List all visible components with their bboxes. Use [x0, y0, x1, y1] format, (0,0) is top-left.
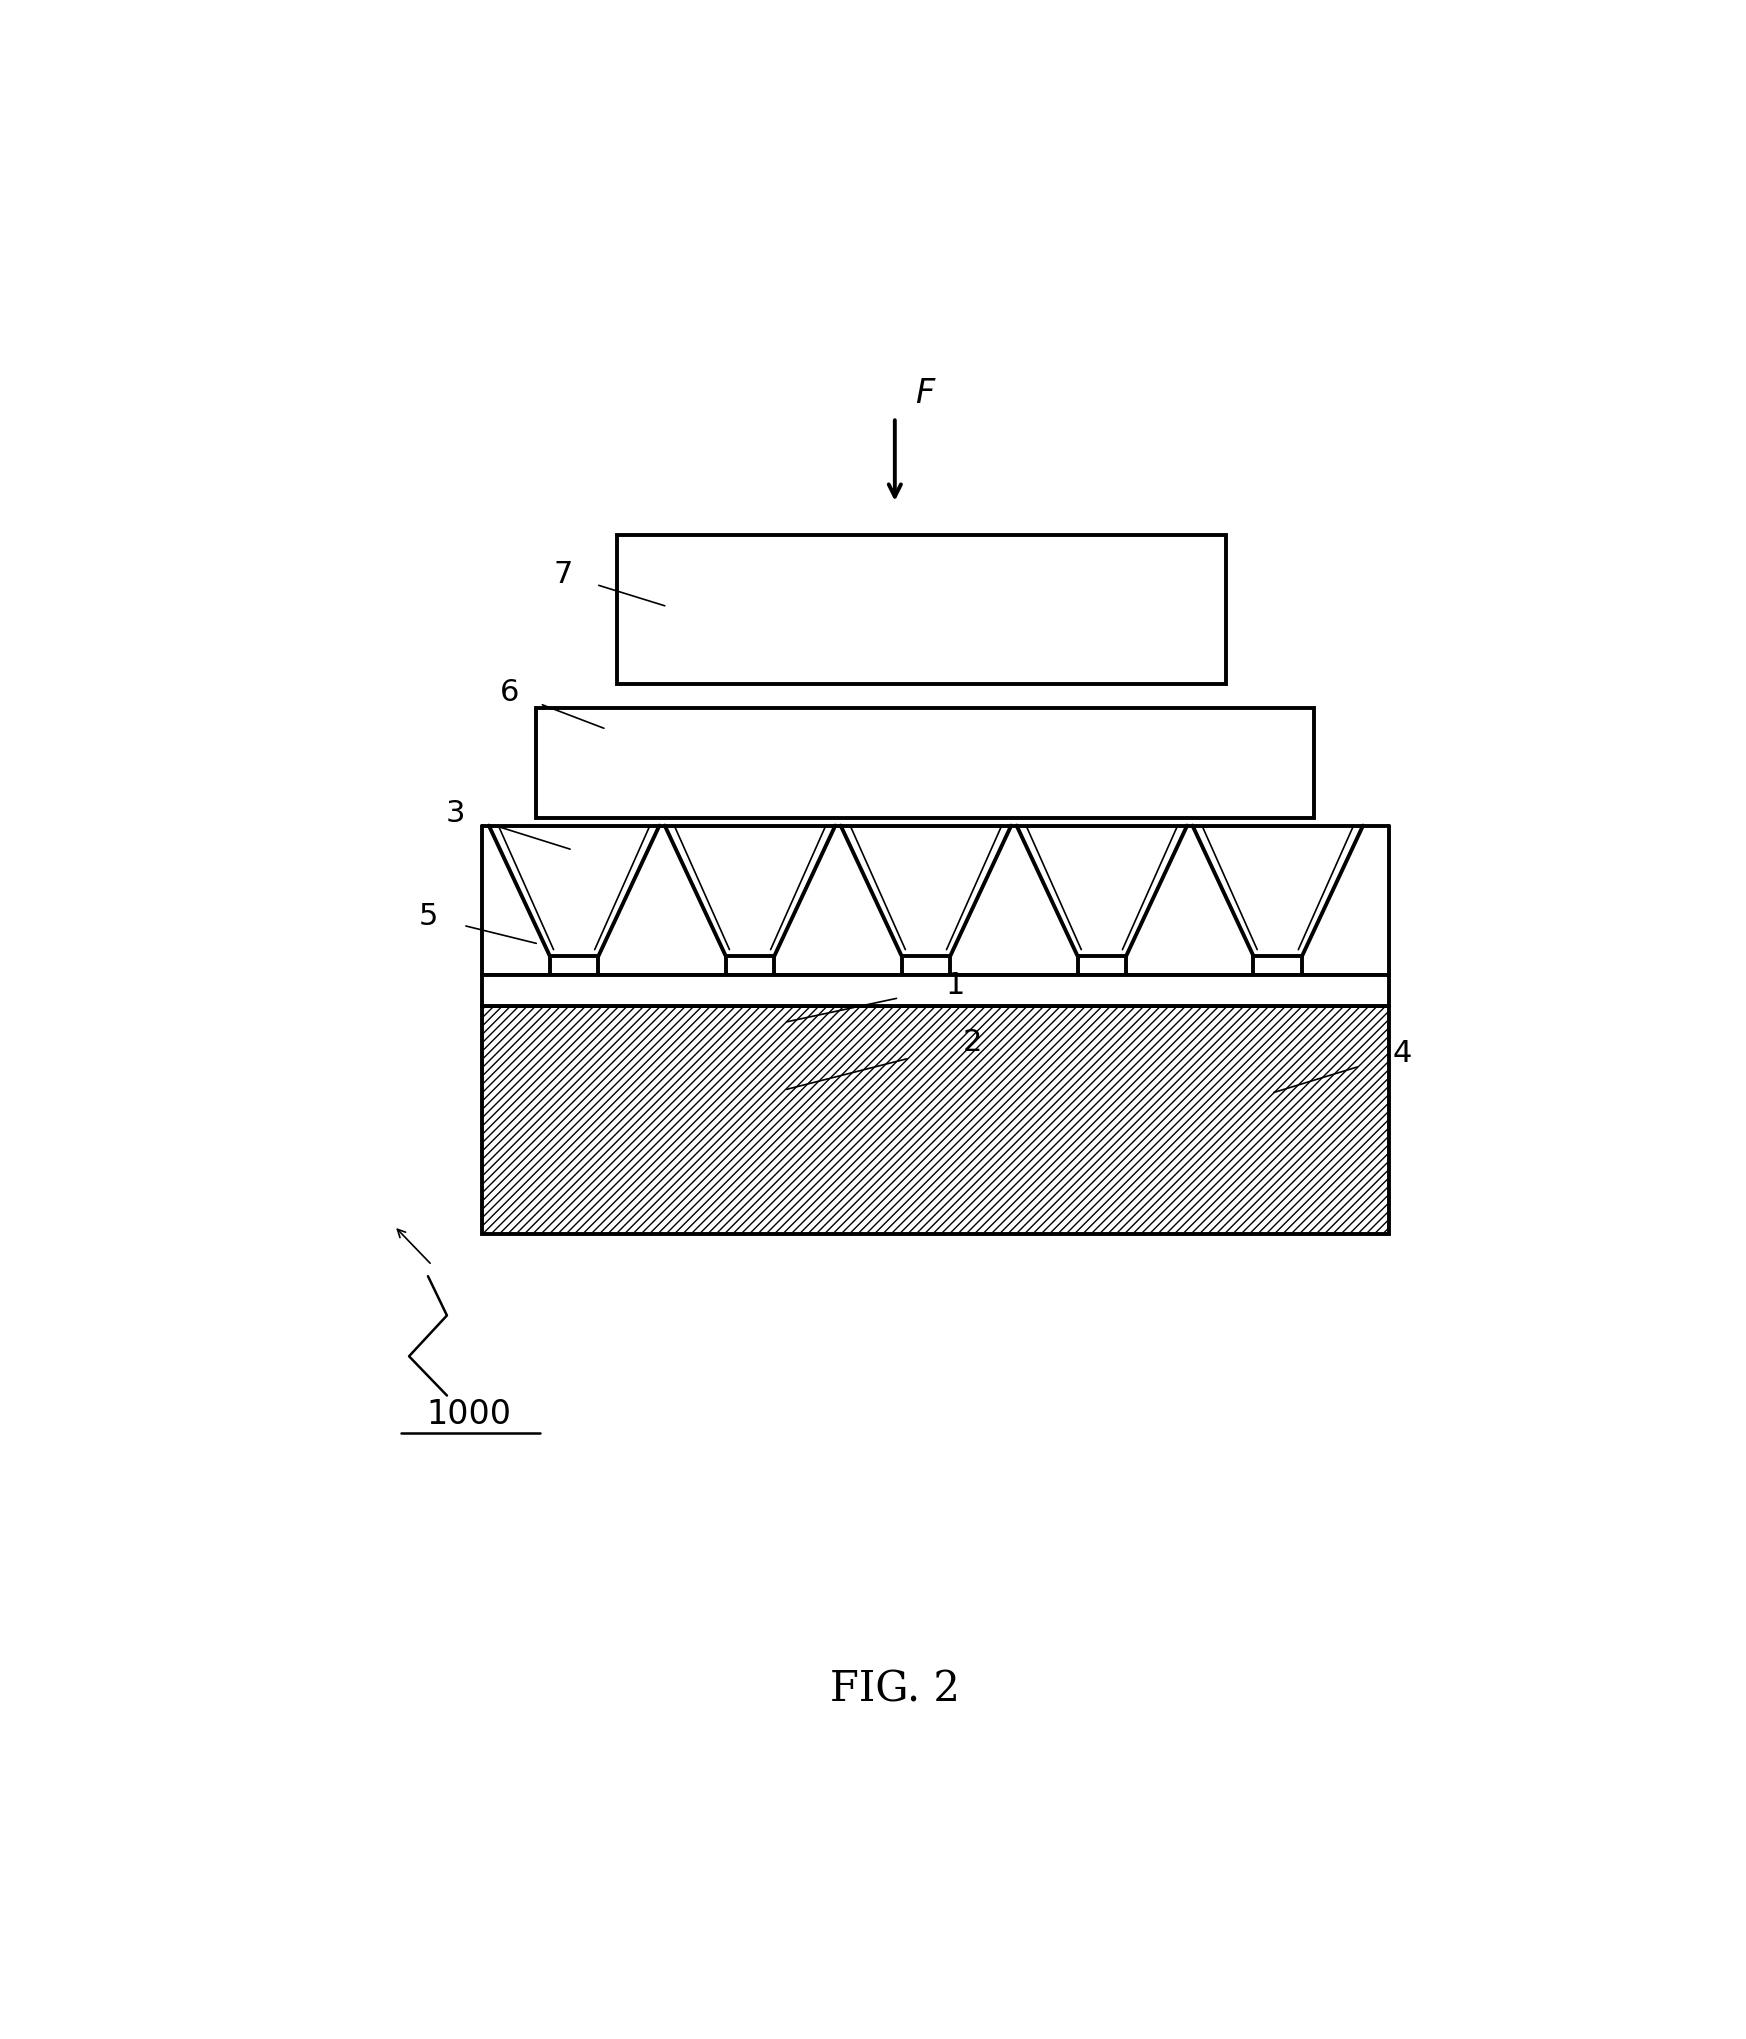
- Text: 4: 4: [1393, 1038, 1413, 1068]
- Bar: [482, 1005, 1388, 1234]
- Bar: [536, 708, 1315, 818]
- Text: 1000: 1000: [426, 1399, 512, 1431]
- Text: FIG. 2: FIG. 2: [829, 1668, 960, 1711]
- Text: 3: 3: [445, 799, 464, 828]
- Text: 2: 2: [962, 1028, 981, 1056]
- Text: F: F: [915, 377, 934, 410]
- Bar: [618, 534, 1226, 685]
- Text: 7: 7: [553, 561, 573, 589]
- Text: 1: 1: [946, 971, 966, 1001]
- Text: 6: 6: [499, 677, 519, 708]
- Text: 5: 5: [419, 901, 438, 932]
- Bar: [482, 975, 1388, 1005]
